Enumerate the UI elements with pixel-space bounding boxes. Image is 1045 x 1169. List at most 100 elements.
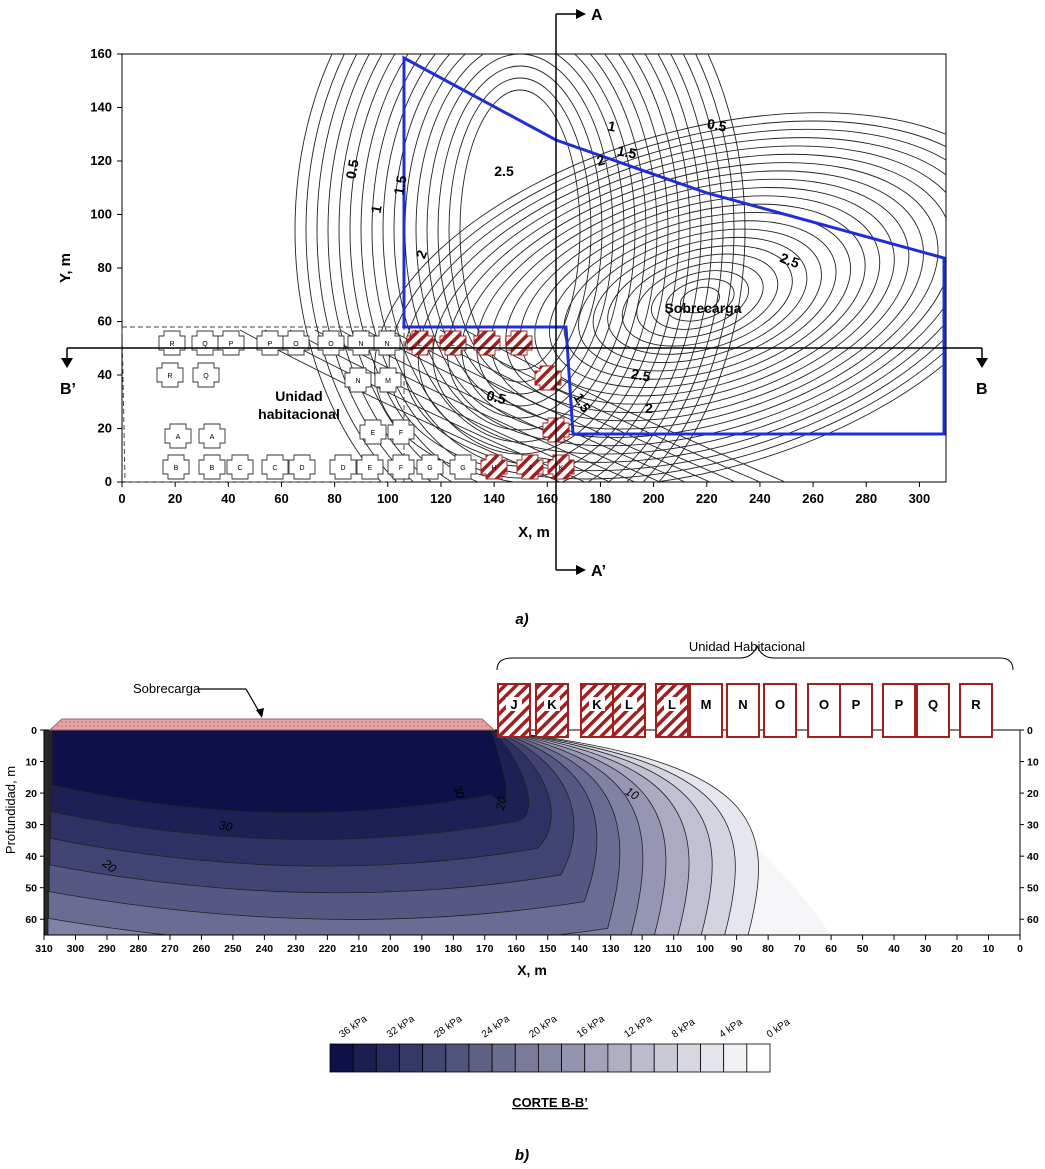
house-plan: L (439, 330, 467, 356)
y-tick-label: 100 (90, 207, 112, 222)
panel-b-cross-section: Sobrecarga Unidad Habitacional J K K L L M N O O… (3, 639, 1039, 1164)
building-letter: P (895, 697, 904, 712)
section-frame (43, 729, 1021, 936)
house-letter: A (210, 434, 215, 441)
arrow-b-prime-icon (61, 358, 73, 368)
legend-swatch (422, 1043, 447, 1073)
overload-label-section: Sobrecarga (133, 681, 201, 696)
contour-value-label: 30 (218, 818, 234, 834)
x-tick-label: 200 (643, 491, 665, 506)
y-axis-title-plan: Y, m (57, 253, 74, 283)
contour-line (621, 253, 779, 347)
house-plan: Q (191, 330, 219, 356)
house-letter: K (559, 465, 564, 472)
x-tick-label: 150 (539, 943, 557, 955)
x-tick-label: 20 (951, 943, 963, 955)
housing-area-label-1: Unidad (275, 388, 322, 404)
housing-label-section: Unidad Habitacional (689, 639, 805, 654)
house-plan: F (387, 454, 415, 480)
house-plan: Q (192, 362, 220, 388)
legend-swatch (584, 1043, 609, 1073)
stress-legend: 36 kPa 32 kPa 28 kPa 24 kPa 20 kPa 16 kPa 12 k… (329, 1013, 793, 1073)
legend-label: 0 kPa (765, 1017, 793, 1041)
overload-pointer (197, 688, 262, 716)
contour-line (680, 286, 720, 314)
x-tick-label: 0 (118, 491, 125, 506)
house-plan: O (282, 330, 310, 356)
legend-swatch (561, 1043, 586, 1073)
y-tick-label: 20 (98, 421, 112, 436)
house-letter: L (451, 341, 455, 348)
contour-value-label: 30 (450, 783, 468, 801)
building-section: K (535, 683, 569, 738)
x-axis-title-plan: X, m (518, 524, 550, 541)
building-letter: R (971, 697, 981, 712)
legend-swatch (352, 1043, 377, 1073)
section-b-label: B (976, 381, 988, 398)
caption-b: b) (515, 1147, 529, 1164)
contour-line (592, 236, 808, 364)
depth-tick-label: 20 (25, 788, 37, 800)
house-letter: H (491, 465, 496, 472)
x-tick-label: 120 (430, 491, 452, 506)
contour-line (448, 77, 592, 383)
contour-line (403, 128, 946, 472)
y-tick-label: 160 (90, 46, 112, 61)
contour-value-label: 0.5 (343, 158, 362, 180)
legend-label: 32 kPa (385, 1013, 417, 1040)
legend-title: CORTE B-B’ (512, 1095, 588, 1110)
overload-area-label: Sobrecarga (664, 300, 741, 316)
contour-value-label: 0.5 (485, 387, 508, 408)
contour-value-label: 1.5 (391, 174, 410, 196)
x-tick-label: 220 (696, 491, 718, 506)
arrow-a-icon (576, 9, 586, 19)
x-axis-ticks-section: 310 300 290 280 270 260 250 240 230 220 210 200 190 1… (35, 935, 1023, 955)
house-plan: D (288, 454, 316, 480)
building-letter: M (701, 697, 712, 712)
housing-area-label-2: habitacional (258, 406, 340, 422)
x-tick-label: 0 (1017, 943, 1023, 955)
depth-tick-label-right: 40 (1027, 851, 1039, 863)
house-letter: E (368, 465, 373, 472)
depth-tick-label: 0 (31, 725, 37, 737)
legend-label: 12 kPa (622, 1013, 654, 1040)
house-plan: E (356, 454, 384, 480)
legend-swatch (676, 1043, 701, 1073)
legend-swatch (746, 1043, 771, 1073)
contour-line (665, 278, 735, 322)
contour-value-label: 0.5 (706, 116, 728, 135)
overload-fill (48, 718, 496, 731)
legend-swatch (399, 1043, 424, 1073)
x-tick-label: 160 (536, 491, 558, 506)
y-tick-label: 40 (98, 367, 112, 382)
house-letter: E (371, 430, 376, 437)
legend-label: 20 kPa (527, 1013, 559, 1040)
contour-value-label: 2.5 (630, 366, 652, 385)
contour-value-label: 2 (645, 400, 653, 416)
contour-value-label: 2 (595, 151, 607, 169)
contour-value-label: 10 (623, 784, 642, 803)
legend-swatch (630, 1043, 655, 1073)
y-axis-ticks-plan: 0 20 40 60 80 100 120 140 160 (90, 46, 122, 489)
contour-line (650, 270, 750, 330)
x-tick-label: 180 (445, 943, 463, 955)
y-tick-label: 0 (105, 474, 112, 489)
caption-a: a) (515, 611, 528, 628)
depth-tick-label-right: 10 (1027, 757, 1039, 769)
legend-label: 28 kPa (432, 1013, 464, 1040)
depth-tick-label-right: 20 (1027, 788, 1039, 800)
building-letter: L (668, 697, 676, 712)
section-a-label: A (591, 7, 603, 24)
x-tick-label: 180 (590, 491, 612, 506)
house-letter: R (169, 341, 174, 348)
house-letter: N (355, 378, 360, 385)
contour-line (426, 54, 614, 407)
building-letter: J (510, 697, 517, 712)
contour-line (459, 89, 581, 371)
x-tick-label: 270 (161, 943, 179, 955)
legend-label: 4 kPa (717, 1017, 745, 1041)
house-plan: M (374, 367, 402, 393)
legend-swatch (653, 1043, 678, 1073)
building-letter: K (592, 697, 602, 712)
house-plan: R (158, 330, 186, 356)
